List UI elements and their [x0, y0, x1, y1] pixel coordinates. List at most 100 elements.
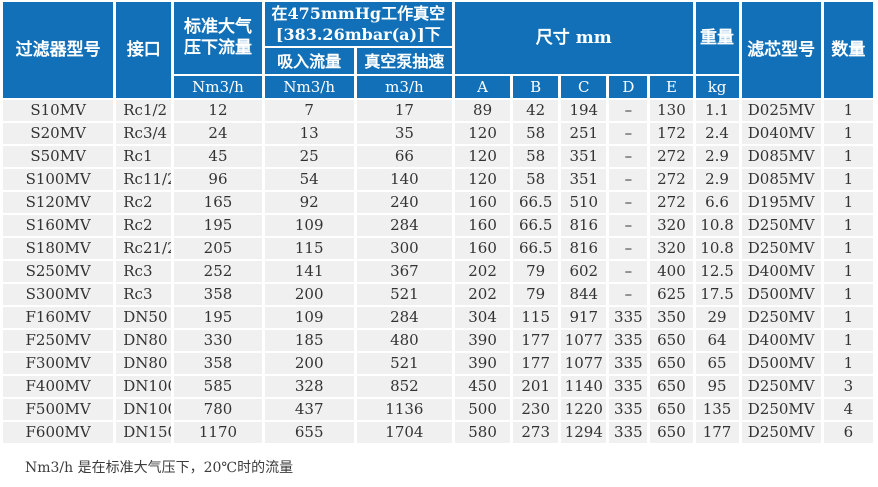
cell-interface: Rc3: [116, 284, 172, 305]
cell-dim-a: 160: [455, 238, 511, 259]
cell-pump-speed: 284: [356, 307, 453, 328]
header-dimensions-group: 尺寸 mm: [455, 2, 693, 74]
cell-dim-d: 335: [609, 376, 648, 397]
header-suction-flow: 吸入流量: [264, 48, 354, 74]
table-row: F600MV DN150 1170 655 1704 580 273 1294 …: [3, 422, 873, 443]
cell-element-model: D400MV: [741, 261, 821, 282]
cell-interface: Rc11/2: [116, 169, 172, 190]
cell-pump-speed: 521: [356, 353, 453, 374]
cell-filter-model: F250MV: [3, 330, 114, 351]
cell-quantity: 1: [823, 330, 873, 351]
cell-dim-d: –: [609, 215, 648, 236]
cell-pump-speed: 240: [356, 192, 453, 213]
cell-std-flow: 780: [174, 399, 262, 420]
cell-dim-b: 273: [513, 422, 559, 443]
cell-dim-e: 272: [650, 146, 693, 167]
cell-std-flow: 12: [174, 100, 262, 121]
cell-dim-b: 42: [513, 100, 559, 121]
cell-dim-c: 1077: [561, 353, 607, 374]
cell-pump-speed: 35: [356, 123, 453, 144]
cell-quantity: 1: [823, 192, 873, 213]
cell-quantity: 3: [823, 376, 873, 397]
cell-interface: DN100: [116, 399, 172, 420]
cell-dim-c: 351: [561, 146, 607, 167]
cell-weight: 64: [695, 330, 739, 351]
header-dim-c: C: [561, 76, 607, 98]
cell-element-model: D025MV: [741, 100, 821, 121]
cell-pump-speed: 17: [356, 100, 453, 121]
cell-suction-flow: 328: [264, 376, 354, 397]
cell-weight: 65: [695, 353, 739, 374]
cell-element-model: D250MV: [741, 238, 821, 259]
table-row: F400MV DN100 585 328 852 450 201 1140 33…: [3, 376, 873, 397]
filter-spec-table: 过滤器型号 接口 标准大气 压下流量 在475mmHg工作真空 [383.26m…: [3, 2, 873, 443]
table-header: 过滤器型号 接口 标准大气 压下流量 在475mmHg工作真空 [383.26m…: [3, 2, 873, 98]
cell-element-model: D250MV: [741, 399, 821, 420]
cell-element-model: D400MV: [741, 330, 821, 351]
cell-filter-model: F400MV: [3, 376, 114, 397]
cell-suction-flow: 437: [264, 399, 354, 420]
cell-weight: 29: [695, 307, 739, 328]
cell-filter-model: S20MV: [3, 123, 114, 144]
cell-suction-flow: 25: [264, 146, 354, 167]
cell-interface: Rc1: [116, 146, 172, 167]
cell-weight: 177: [695, 422, 739, 443]
header-element-model: 滤芯型号: [741, 2, 821, 98]
cell-dim-a: 120: [455, 146, 511, 167]
cell-dim-c: 510: [561, 192, 607, 213]
cell-element-model: D085MV: [741, 146, 821, 167]
cell-dim-a: 160: [455, 215, 511, 236]
cell-interface: Rc2: [116, 192, 172, 213]
table-row: S250MV Rc3 252 141 367 202 79 602 – 400 …: [3, 261, 873, 282]
cell-suction-flow: 185: [264, 330, 354, 351]
cell-dim-a: 390: [455, 330, 511, 351]
cell-interface: DN80: [116, 353, 172, 374]
cell-dim-e: 650: [650, 353, 693, 374]
cell-dim-e: 272: [650, 169, 693, 190]
cell-filter-model: F500MV: [3, 399, 114, 420]
cell-quantity: 1: [823, 353, 873, 374]
cell-weight: 17.5: [695, 284, 739, 305]
table-row: F500MV DN100 780 437 1136 500 230 1220 3…: [3, 399, 873, 420]
cell-dim-d: 335: [609, 422, 648, 443]
cell-dim-e: 320: [650, 238, 693, 259]
cell-weight: 2.4: [695, 123, 739, 144]
cell-std-flow: 165: [174, 192, 262, 213]
cell-dim-b: 66.5: [513, 215, 559, 236]
cell-std-flow: 330: [174, 330, 262, 351]
header-vacuum-line1: 在475mmHg工作真空: [271, 4, 446, 23]
cell-dim-e: 650: [650, 376, 693, 397]
table-row: S20MV Rc3/4 24 13 35 120 58 251 – 172 2.…: [3, 123, 873, 144]
cell-dim-a: 89: [455, 100, 511, 121]
cell-dim-c: 194: [561, 100, 607, 121]
header-filter-model: 过滤器型号: [3, 2, 114, 98]
cell-pump-speed: 521: [356, 284, 453, 305]
cell-std-flow: 358: [174, 284, 262, 305]
cell-pump-speed: 284: [356, 215, 453, 236]
cell-dim-b: 177: [513, 353, 559, 374]
cell-pump-speed: 367: [356, 261, 453, 282]
cell-filter-model: F600MV: [3, 422, 114, 443]
cell-dim-c: 917: [561, 307, 607, 328]
cell-quantity: 1: [823, 284, 873, 305]
cell-interface: Rc2: [116, 215, 172, 236]
table-body: S10MV Rc1/2 12 7 17 89 42 194 – 130 1.1 …: [3, 100, 873, 443]
cell-dim-d: 335: [609, 307, 648, 328]
cell-dim-d: –: [609, 123, 648, 144]
cell-dim-d: –: [609, 261, 648, 282]
table-row: S160MV Rc2 195 109 284 160 66.5 816 – 32…: [3, 215, 873, 236]
cell-dim-d: 335: [609, 330, 648, 351]
cell-suction-flow: 109: [264, 307, 354, 328]
cell-dim-c: 351: [561, 169, 607, 190]
header-dim-a: A: [455, 76, 511, 98]
cell-quantity: 1: [823, 100, 873, 121]
table-row: F250MV DN80 330 185 480 390 177 1077 335…: [3, 330, 873, 351]
cell-dim-c: 251: [561, 123, 607, 144]
cell-suction-flow: 109: [264, 215, 354, 236]
table-row: S300MV Rc3 358 200 521 202 79 844 – 625 …: [3, 284, 873, 305]
cell-dim-b: 66.5: [513, 192, 559, 213]
cell-dim-c: 1077: [561, 330, 607, 351]
cell-dim-c: 1220: [561, 399, 607, 420]
cell-interface: Rc3: [116, 261, 172, 282]
cell-dim-c: 1294: [561, 422, 607, 443]
